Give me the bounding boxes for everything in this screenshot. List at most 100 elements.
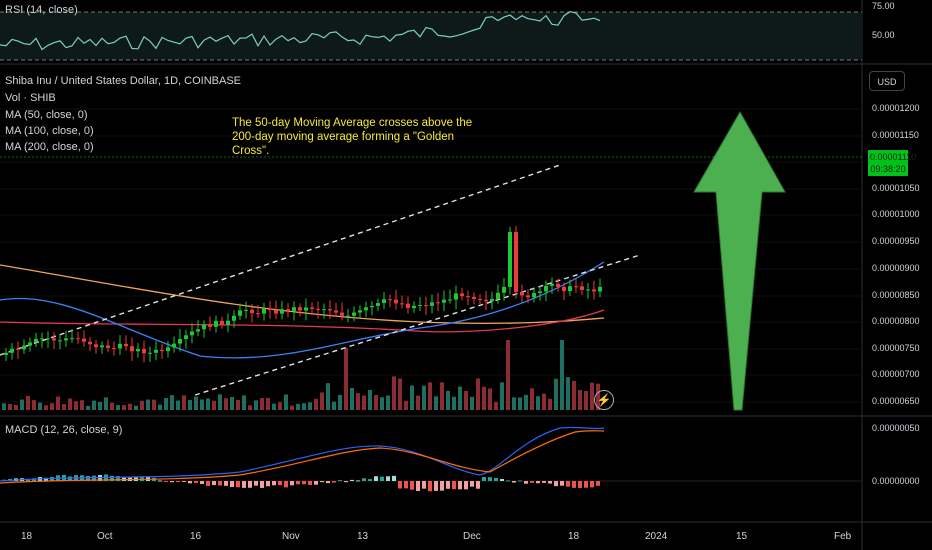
volume-bar [452,396,456,410]
candle-body [250,309,254,314]
volume-bar [170,395,174,410]
time-axis-label: Dec [463,531,481,542]
volume-bar [374,394,378,410]
currency-button[interactable]: USD [869,71,905,91]
macd-histogram-bar [512,481,516,483]
candle-body [538,291,542,294]
volume-bar [224,398,228,410]
volume-bar [272,403,276,410]
volume-bar [26,395,30,410]
macd-histogram-bar [566,481,570,487]
candle-body [142,348,146,354]
volume-bar [542,393,546,410]
volume-bar [14,405,18,410]
macd-histogram-bar [308,481,312,485]
volume-bar [74,401,78,410]
volume-bar [86,405,90,410]
candle-body [304,307,308,311]
volume-bar [2,403,6,410]
volume-bar [416,395,420,410]
macd-histogram-bar [140,476,144,481]
ma100-legend[interactable]: MA (100, close, 0) [5,125,94,137]
candle-body [130,346,134,352]
volume-bar [206,398,210,410]
volume-bar [278,402,282,410]
price-axis-label: 0.00000700 [872,369,920,379]
macd-histogram-bar [590,481,594,488]
candle-body [136,348,140,352]
macd-histogram-bar [176,481,180,483]
macd-histogram-bar [338,480,342,482]
volume-bar [50,403,54,410]
volume-bar [398,378,402,410]
macd-histogram-bar [302,481,306,485]
candle-body [544,285,548,292]
macd-histogram-bar [398,481,402,489]
candle-body [598,286,602,292]
current-price: 0.00001110 [870,152,917,162]
lightning-icon[interactable]: ⚡ [594,390,614,410]
symbol-title[interactable]: Shiba Inu / United States Dollar, 1D, CO… [5,75,242,87]
time-axis-label: Nov [282,531,300,542]
candle-body [310,307,314,309]
macd-histogram-bar [344,481,348,483]
macd-histogram-bar [206,481,210,486]
macd-histogram-bar [596,481,600,486]
volume-bar [242,395,246,410]
volume-bar [116,405,120,410]
volume-bar [320,392,324,410]
ma50-legend[interactable]: MA (50, close, 0) [5,109,88,121]
candle-body [10,348,14,353]
time-axis-label: 18 [568,531,580,542]
candle-body [580,286,584,290]
candle-body [184,335,188,340]
macd-histogram-bar [440,481,444,491]
candle-body [334,310,338,313]
macd-histogram-bar [320,481,324,483]
candle-body [172,343,176,348]
volume-bar [470,396,474,410]
candle-body [286,309,290,311]
candle-body [340,312,344,316]
time-axis-label: 15 [736,531,748,542]
macd-histogram-bar [272,481,276,486]
candle-body [88,341,92,345]
macd-axis-label: 0.00000000 [872,476,920,486]
ma200-legend[interactable]: MA (200, close, 0) [5,141,94,153]
candle-countdown: 09:38:20 [870,164,906,174]
candle-body [118,343,122,349]
macd-legend: MACD (12, 26, close, 9) [5,424,123,436]
volume-bar [380,397,384,410]
bullish-arrow [693,110,786,411]
volume-bar [344,348,348,410]
volume-bar [404,400,408,410]
candle-body [178,339,182,344]
macd-histogram-bar [164,481,168,482]
candle-body [262,308,266,314]
volume-bar [260,398,264,410]
volume-bar [434,396,438,410]
time-axis-label: 18 [21,531,33,542]
volume-bar [494,402,498,410]
macd-histogram-bar [452,481,456,490]
macd-histogram-bar [560,481,564,486]
macd-histogram-bar [236,481,240,488]
volume-bar [410,385,414,410]
candle-body [100,345,104,348]
macd-histogram-bar [326,481,330,484]
macd-histogram-bar [542,481,546,483]
volume-bar [332,401,336,410]
macd-histogram-bar [158,480,162,482]
macd-histogram-bar [470,481,474,487]
volume-bar [254,400,258,410]
volume-legend[interactable]: Vol · SHIB [5,92,56,104]
volume-bar [506,340,510,410]
macd-histogram-bar [224,481,228,486]
volume-bar [368,389,372,410]
macd-histogram-bar [524,481,528,484]
volume-bar [188,400,192,410]
volume-bar [236,399,240,410]
current-price-badge: 0.00001110 09:38:20 [868,150,917,176]
candle-body [376,303,380,306]
